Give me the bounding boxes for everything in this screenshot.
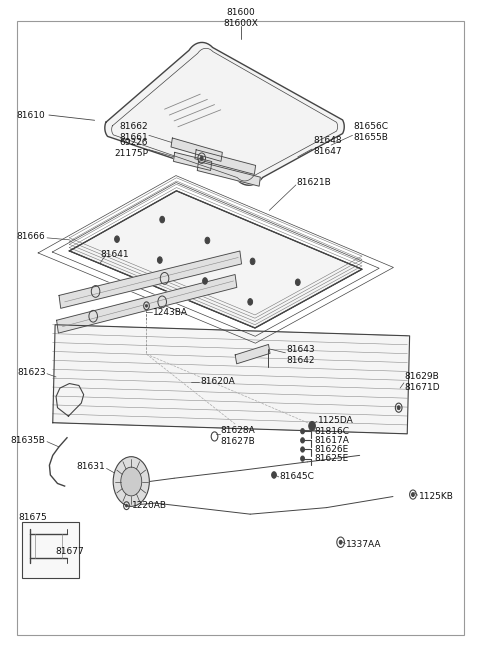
- Circle shape: [397, 405, 400, 409]
- Polygon shape: [59, 251, 241, 308]
- Circle shape: [126, 504, 128, 507]
- Text: 81645C: 81645C: [280, 472, 314, 482]
- Circle shape: [295, 279, 300, 285]
- Text: 1337AA: 1337AA: [347, 541, 382, 549]
- Circle shape: [300, 438, 304, 443]
- Text: 81656C
81655B: 81656C 81655B: [353, 122, 388, 142]
- Text: 81662
81661: 81662 81661: [119, 122, 148, 142]
- Circle shape: [300, 447, 304, 452]
- Polygon shape: [57, 275, 237, 333]
- Bar: [22, 522, 79, 577]
- Circle shape: [145, 304, 147, 307]
- Text: 81620A: 81620A: [200, 377, 235, 386]
- Text: 81675: 81675: [18, 513, 47, 522]
- Text: 1125DA: 1125DA: [318, 417, 354, 425]
- Circle shape: [160, 216, 165, 223]
- Circle shape: [411, 493, 414, 497]
- Polygon shape: [235, 344, 270, 364]
- Polygon shape: [70, 191, 362, 328]
- Polygon shape: [195, 150, 256, 174]
- Text: 81617A: 81617A: [314, 436, 349, 445]
- Polygon shape: [173, 152, 212, 171]
- Circle shape: [309, 421, 315, 430]
- Circle shape: [339, 541, 342, 544]
- Polygon shape: [171, 138, 222, 161]
- Text: 81628A
81627B: 81628A 81627B: [221, 426, 255, 446]
- Text: 81600
81600X: 81600 81600X: [223, 9, 258, 28]
- Text: 81610: 81610: [17, 111, 46, 119]
- Circle shape: [300, 428, 304, 434]
- Polygon shape: [197, 161, 260, 186]
- Text: 81643
81642: 81643 81642: [287, 346, 315, 365]
- Text: 81816C: 81816C: [314, 426, 349, 436]
- Text: 81641: 81641: [100, 250, 129, 258]
- Circle shape: [200, 156, 203, 160]
- Text: 81626E: 81626E: [314, 445, 348, 454]
- Circle shape: [203, 277, 207, 284]
- Text: 81635B: 81635B: [11, 436, 46, 445]
- Circle shape: [248, 298, 252, 305]
- Circle shape: [113, 457, 149, 506]
- Text: 81629B
81671D: 81629B 81671D: [405, 371, 441, 392]
- Text: 81631: 81631: [76, 462, 105, 471]
- Circle shape: [300, 456, 304, 461]
- Text: 1125KB: 1125KB: [419, 492, 454, 501]
- Text: 1220AB: 1220AB: [132, 501, 167, 510]
- Text: 81623: 81623: [17, 368, 46, 377]
- Circle shape: [205, 237, 210, 244]
- Polygon shape: [53, 325, 409, 434]
- Text: 81677: 81677: [55, 547, 84, 556]
- Text: 1243BA: 1243BA: [153, 308, 188, 317]
- Circle shape: [115, 236, 120, 243]
- Circle shape: [272, 472, 276, 478]
- Text: 81625E: 81625E: [314, 454, 348, 463]
- Text: 69226
21175P: 69226 21175P: [114, 138, 148, 158]
- Circle shape: [121, 467, 142, 496]
- Circle shape: [157, 256, 162, 263]
- Circle shape: [250, 258, 255, 264]
- Text: 81621B: 81621B: [297, 178, 332, 188]
- Text: 81648
81647: 81648 81647: [313, 136, 342, 156]
- Text: 81666: 81666: [17, 232, 46, 241]
- Polygon shape: [105, 43, 344, 185]
